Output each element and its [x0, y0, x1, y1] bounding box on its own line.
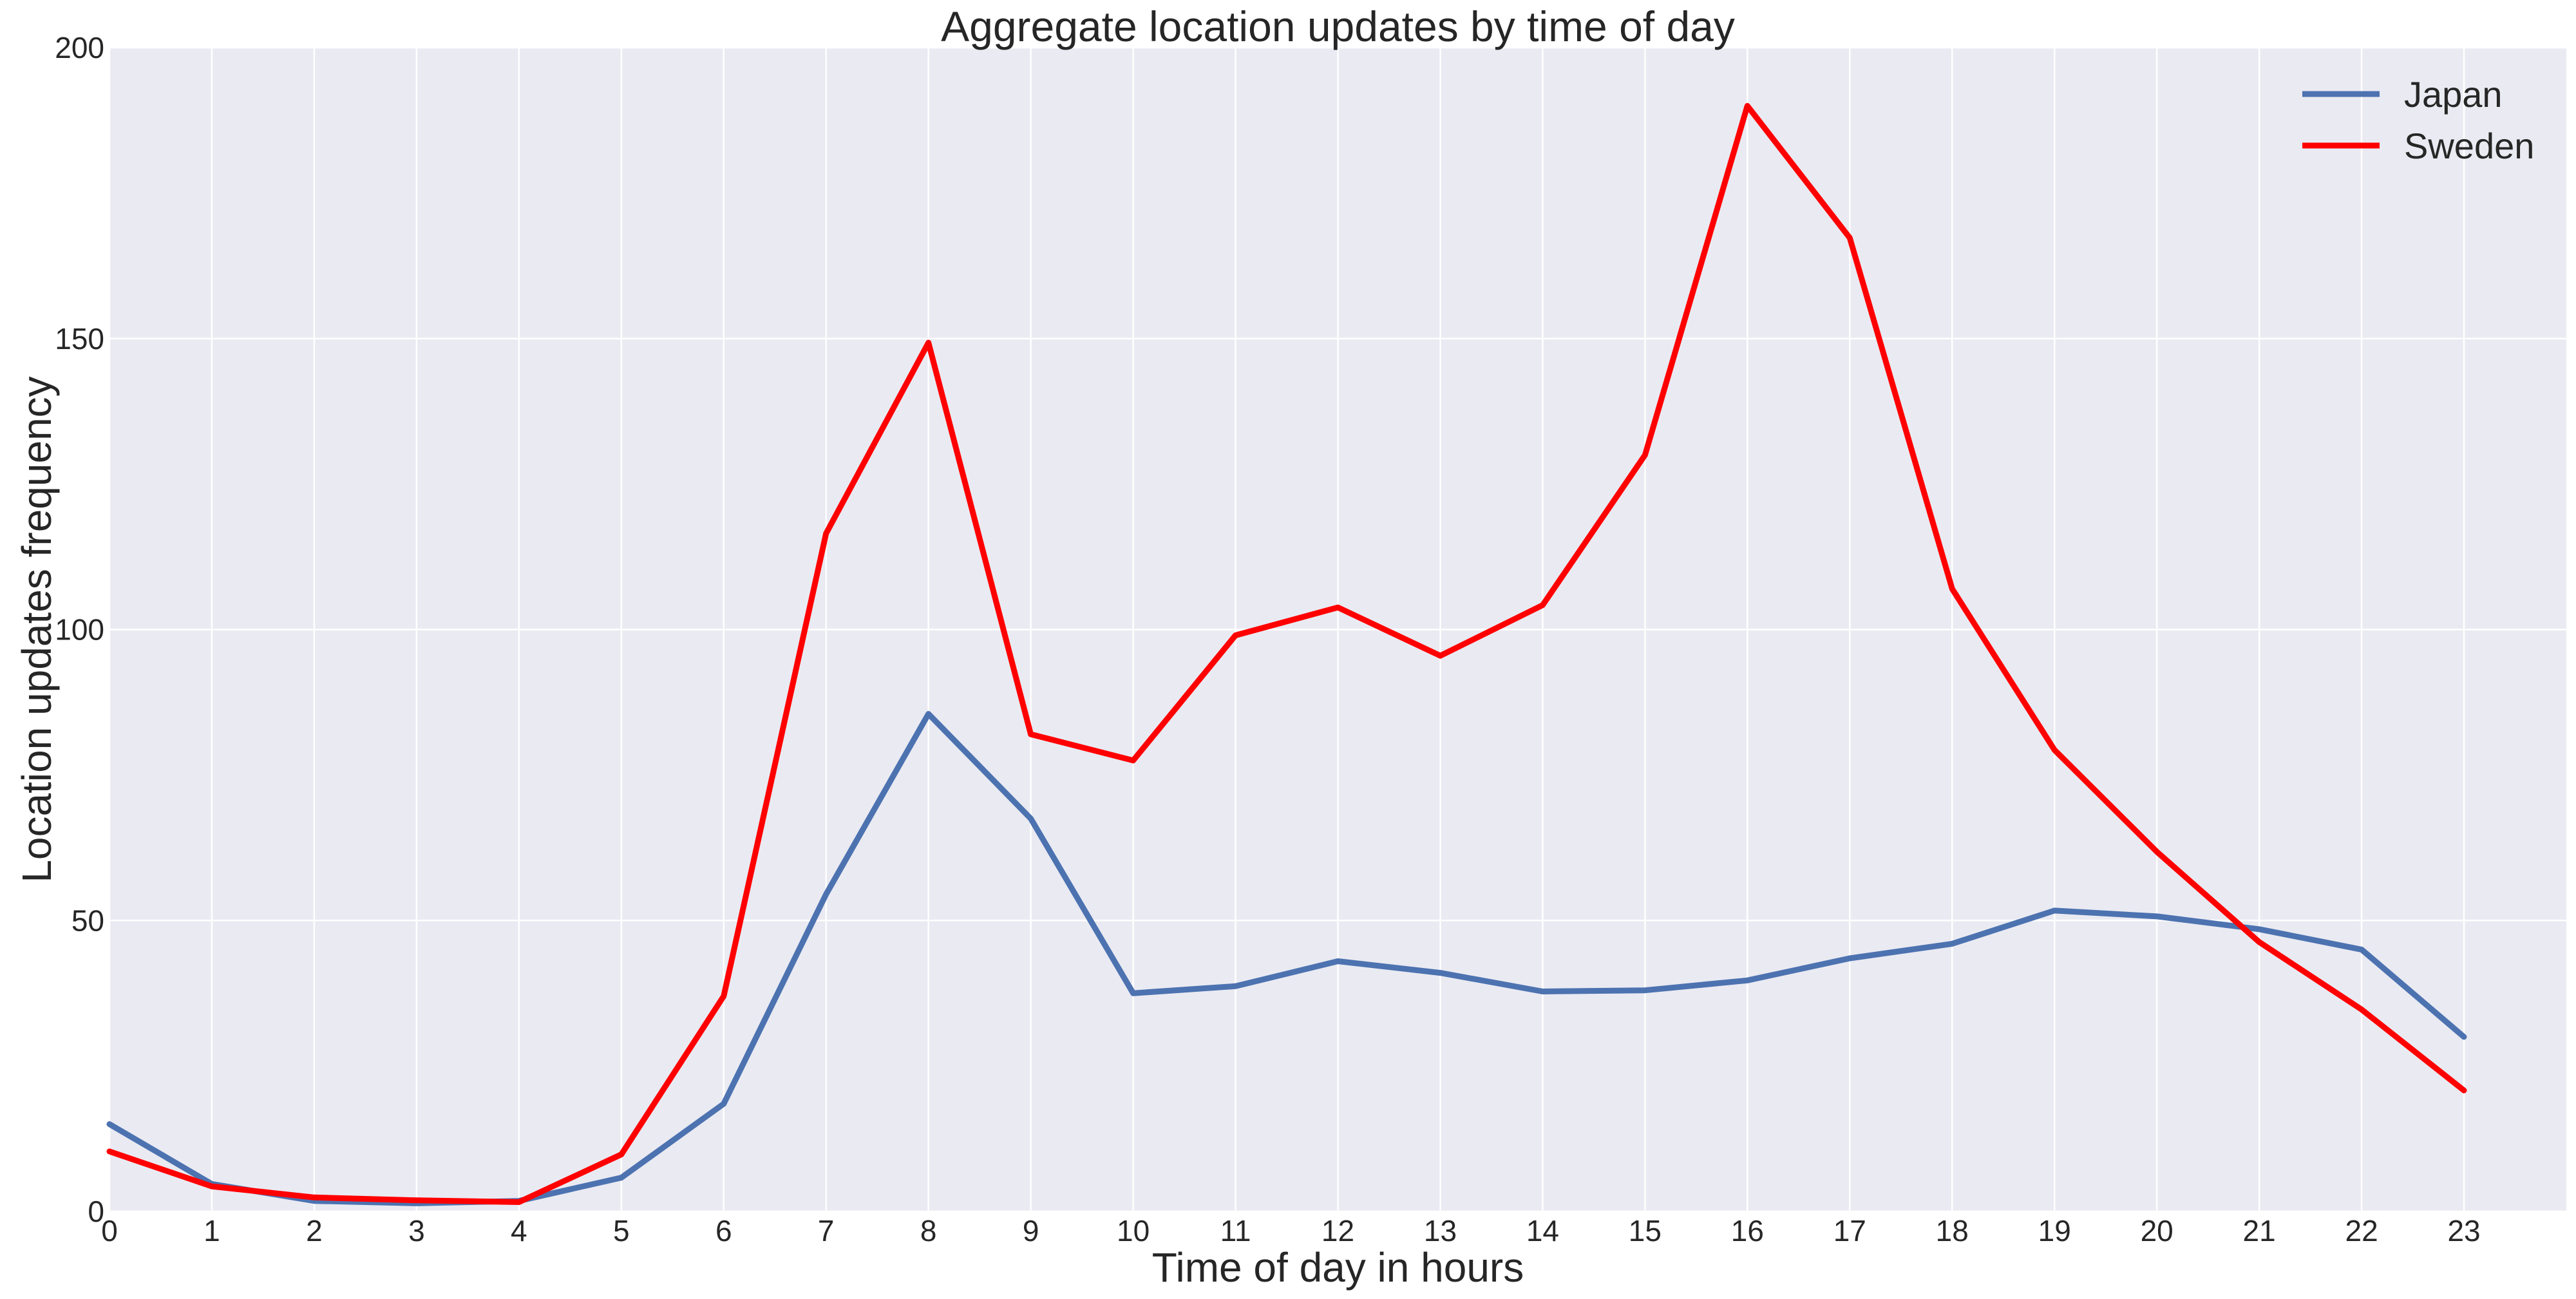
x-tick-label: 18: [1936, 1214, 1969, 1247]
x-tick-label: 4: [511, 1214, 527, 1247]
chart-title: Aggregate location updates by time of da…: [941, 3, 1735, 50]
x-tick-label: 19: [2038, 1214, 2071, 1247]
x-tick-label: 9: [1023, 1214, 1039, 1247]
x-tick-label: 17: [1833, 1214, 1866, 1247]
legend: Japan Sweden: [2302, 74, 2534, 166]
x-tick-label: 1: [204, 1214, 220, 1247]
x-tick-label: 6: [715, 1214, 732, 1247]
x-tick-label: 10: [1117, 1214, 1150, 1247]
x-tick-label: 15: [1629, 1214, 1662, 1247]
x-tick-label: 8: [920, 1214, 937, 1247]
y-tick-label: 150: [55, 322, 104, 356]
x-tick-label: 5: [613, 1214, 630, 1247]
x-tick-label: 13: [1424, 1214, 1457, 1247]
y-tick-label: 50: [71, 904, 104, 937]
y-tick-label: 200: [55, 31, 104, 64]
x-axis-label: Time of day in hours: [1152, 1244, 1524, 1291]
series-line-sweden: [106, 102, 2467, 1205]
y-tick-label: 100: [55, 613, 104, 647]
x-tick-label: 11: [1220, 1214, 1251, 1247]
y-tick-label: 0: [88, 1195, 104, 1228]
x-tick-label: 21: [2243, 1214, 2276, 1247]
x-tick-label: 14: [1526, 1214, 1559, 1247]
x-tick-label: 3: [408, 1214, 425, 1247]
x-tick-label: 7: [818, 1214, 835, 1247]
x-tick-label: 20: [2141, 1214, 2174, 1247]
y-axis-label: Location updates frequency: [14, 376, 60, 882]
legend-label-sweden: Sweden: [2404, 126, 2534, 166]
x-tick-label: 2: [306, 1214, 323, 1247]
legend-label-japan: Japan: [2404, 74, 2503, 115]
series-lines: [106, 102, 2467, 1206]
x-tick-label: 23: [2447, 1214, 2480, 1247]
x-tick-label: 0: [101, 1214, 118, 1247]
grid-lines: [108, 46, 2566, 1213]
x-tick-label: 16: [1731, 1214, 1764, 1247]
x-tick-label: 22: [2345, 1214, 2378, 1247]
tick-labels: 0 1 2 3 4 5 6 7 8 9 10 11 12 13 14 15 16 17 18 19 20 21 22 2305…: [55, 31, 2480, 1247]
x-tick-label: 12: [1321, 1214, 1354, 1247]
